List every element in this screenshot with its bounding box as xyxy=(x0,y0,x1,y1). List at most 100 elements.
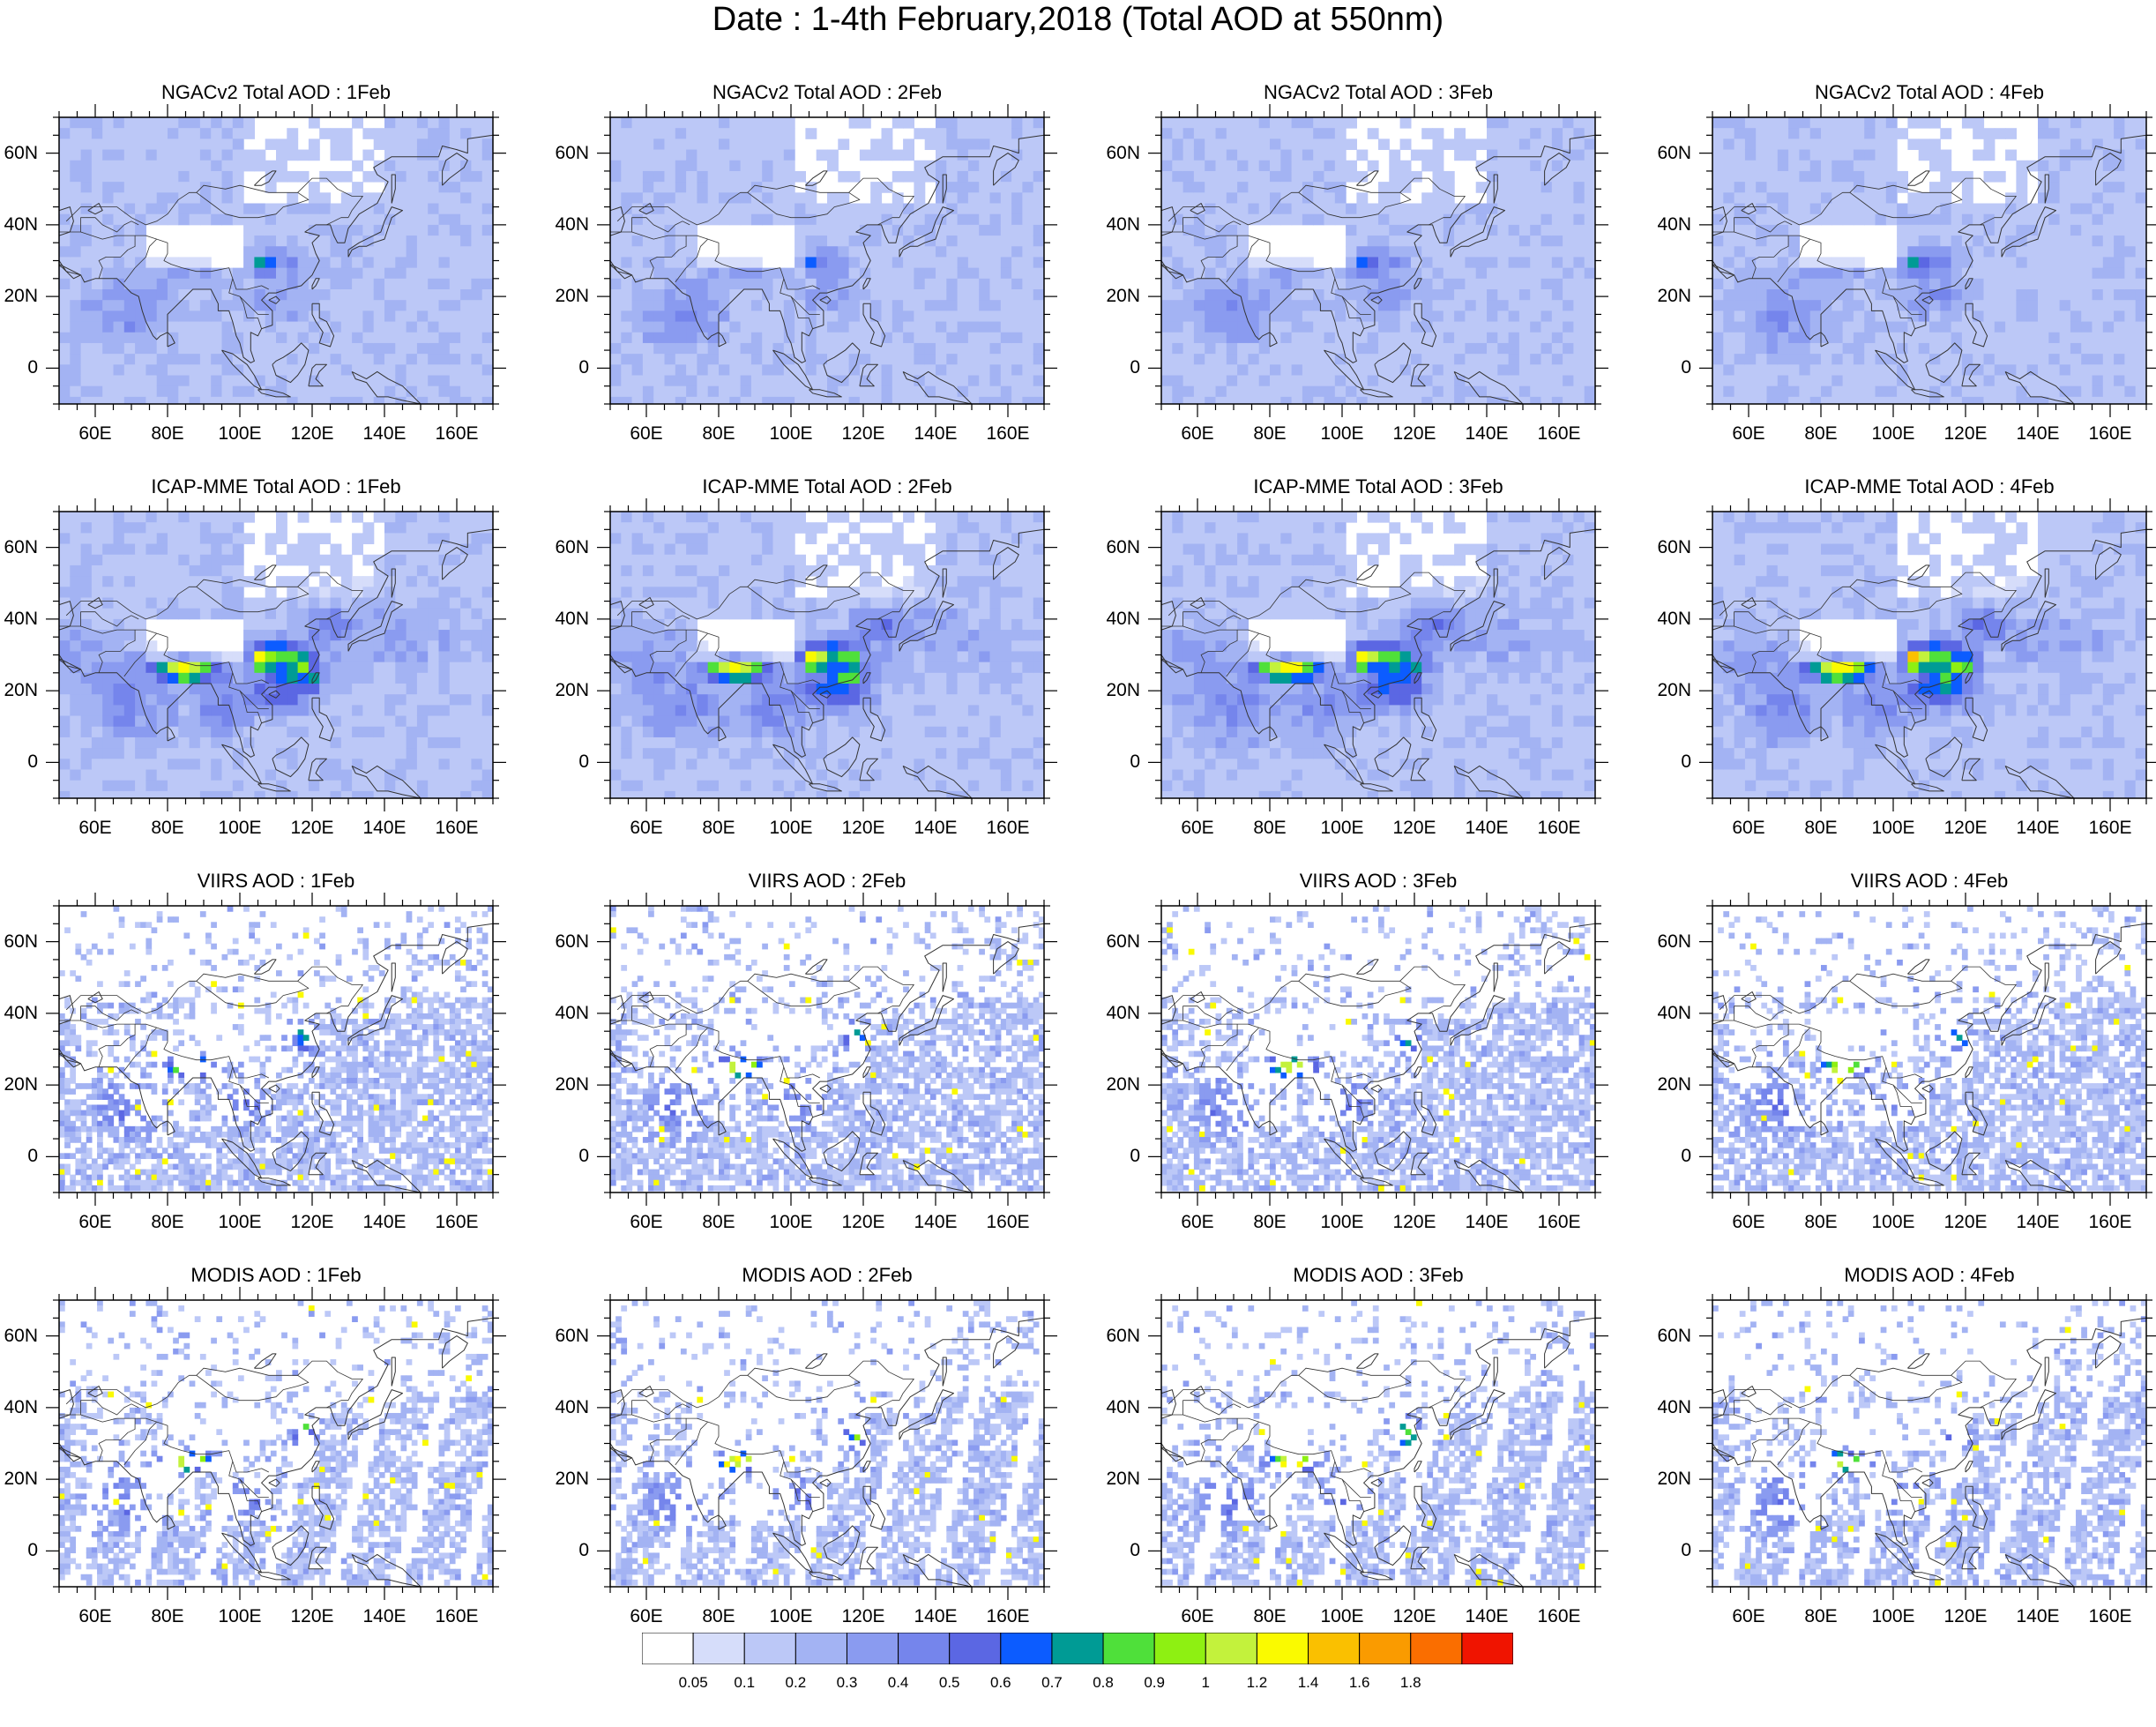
colorbar-label: 0.6 xyxy=(974,1674,1027,1692)
aod-map xyxy=(597,1287,1057,1600)
lat-tick-label: 60N xyxy=(1642,537,1691,558)
lat-tick-label: 20N xyxy=(1091,1074,1140,1095)
colorbar-label: 0.7 xyxy=(1026,1674,1078,1692)
lon-tick-label: 100E xyxy=(756,423,826,445)
panel-title: ICAP-MME Total AOD : 3Feb xyxy=(1108,475,1648,498)
lon-tick-label: 160E xyxy=(422,818,492,839)
lon-tick-label: 160E xyxy=(973,423,1043,445)
lon-tick-label: 80E xyxy=(1235,423,1305,445)
lon-tick-label: 160E xyxy=(973,818,1043,839)
lon-tick-label: 140E xyxy=(900,423,971,445)
lon-tick-label: 160E xyxy=(1524,818,1594,839)
lon-tick-label: 140E xyxy=(2003,818,2073,839)
lon-tick-label: 80E xyxy=(132,818,203,839)
lon-tick-label: 140E xyxy=(349,423,420,445)
colorbar-box xyxy=(1461,1632,1514,1665)
lat-tick-label: 40N xyxy=(540,1003,589,1024)
lon-tick-label: 140E xyxy=(349,1606,420,1627)
lon-tick-label: 60E xyxy=(1162,423,1233,445)
colorbar-box xyxy=(898,1632,951,1665)
panel-title: NGACv2 Total AOD : 2Feb xyxy=(557,81,1097,104)
lon-tick-label: 60E xyxy=(611,423,682,445)
lon-tick-label: 100E xyxy=(1307,818,1377,839)
lon-tick-label: 100E xyxy=(1858,1606,1928,1627)
lon-tick-label: 60E xyxy=(1713,1606,1784,1627)
panel-title: NGACv2 Total AOD : 1Feb xyxy=(6,81,546,104)
lon-tick-label: 100E xyxy=(756,1606,826,1627)
aod-map xyxy=(1699,498,2156,811)
lon-tick-label: 140E xyxy=(1451,423,1522,445)
lon-tick-label: 140E xyxy=(2003,423,2073,445)
lat-tick-label: 0 xyxy=(0,1540,38,1561)
lat-tick-label: 20N xyxy=(1091,1469,1140,1490)
lat-tick-label: 40N xyxy=(540,214,589,236)
lat-tick-label: 40N xyxy=(1091,609,1140,630)
lat-tick-label: 60N xyxy=(1642,1326,1691,1347)
panel-title: MODIS AOD : 4Feb xyxy=(1660,1264,2156,1287)
lon-tick-label: 120E xyxy=(1930,1212,2001,1233)
lon-tick-label: 120E xyxy=(1930,423,2001,445)
lat-tick-label: 40N xyxy=(1642,214,1691,236)
lon-tick-label: 80E xyxy=(683,1606,754,1627)
aod-map xyxy=(1148,498,1608,811)
lon-tick-label: 120E xyxy=(277,1606,347,1627)
colorbar-label: 0.1 xyxy=(718,1674,771,1692)
lat-tick-label: 40N xyxy=(540,1397,589,1418)
lon-tick-label: 80E xyxy=(1786,1212,1856,1233)
lat-tick-label: 60N xyxy=(0,1326,38,1347)
lat-tick-label: 20N xyxy=(0,1074,38,1095)
lon-tick-label: 100E xyxy=(1307,1212,1377,1233)
lat-tick-label: 60N xyxy=(1091,143,1140,164)
lat-tick-label: 20N xyxy=(540,1074,589,1095)
lon-tick-label: 140E xyxy=(349,1212,420,1233)
lon-tick-label: 60E xyxy=(1713,818,1784,839)
lon-tick-label: 100E xyxy=(1858,423,1928,445)
lat-tick-label: 60N xyxy=(0,537,38,558)
lon-tick-label: 60E xyxy=(1713,423,1784,445)
panel-title: ICAP-MME Total AOD : 4Feb xyxy=(1660,475,2156,498)
colorbar-label: 0.3 xyxy=(820,1674,873,1692)
lon-tick-label: 160E xyxy=(973,1606,1043,1627)
colorbar-box xyxy=(795,1632,847,1665)
lon-tick-label: 60E xyxy=(611,818,682,839)
lon-tick-label: 120E xyxy=(828,1606,899,1627)
aod-map xyxy=(1148,893,1608,1206)
lat-tick-label: 0 xyxy=(0,1146,38,1167)
colorbar-label: 0.2 xyxy=(769,1674,822,1692)
lat-tick-label: 40N xyxy=(0,1003,38,1024)
lon-tick-label: 60E xyxy=(60,423,131,445)
lon-tick-label: 160E xyxy=(422,1212,492,1233)
lat-tick-label: 60N xyxy=(540,1326,589,1347)
panel-title: ICAP-MME Total AOD : 1Feb xyxy=(6,475,546,498)
lat-tick-label: 40N xyxy=(1642,1397,1691,1418)
lat-tick-label: 40N xyxy=(1091,1397,1140,1418)
lon-tick-label: 120E xyxy=(1379,818,1450,839)
aod-map xyxy=(1699,1287,2156,1600)
lat-tick-label: 0 xyxy=(1091,1540,1140,1561)
lon-tick-label: 140E xyxy=(1451,818,1522,839)
lon-tick-label: 80E xyxy=(1235,1606,1305,1627)
lat-tick-label: 0 xyxy=(1642,1146,1691,1167)
colorbar-label: 0.4 xyxy=(872,1674,925,1692)
colorbar-box xyxy=(1359,1632,1412,1665)
lon-tick-label: 60E xyxy=(60,1212,131,1233)
aod-map xyxy=(1699,893,2156,1206)
colorbar-label: 0.9 xyxy=(1128,1674,1181,1692)
lat-tick-label: 40N xyxy=(1091,214,1140,236)
lon-tick-label: 120E xyxy=(1379,1606,1450,1627)
lat-tick-label: 0 xyxy=(0,751,38,773)
lat-tick-label: 0 xyxy=(1091,751,1140,773)
lon-tick-label: 60E xyxy=(60,818,131,839)
lat-tick-label: 0 xyxy=(540,1540,589,1561)
lat-tick-label: 60N xyxy=(540,143,589,164)
lat-tick-label: 60N xyxy=(540,537,589,558)
lat-tick-label: 60N xyxy=(1091,931,1140,953)
lat-tick-label: 0 xyxy=(1091,1146,1140,1167)
aod-map xyxy=(597,104,1057,417)
colorbar-box xyxy=(949,1632,1002,1665)
lon-tick-label: 100E xyxy=(1858,818,1928,839)
lat-tick-label: 60N xyxy=(1642,931,1691,953)
lon-tick-label: 140E xyxy=(900,1606,971,1627)
lat-tick-label: 40N xyxy=(0,609,38,630)
